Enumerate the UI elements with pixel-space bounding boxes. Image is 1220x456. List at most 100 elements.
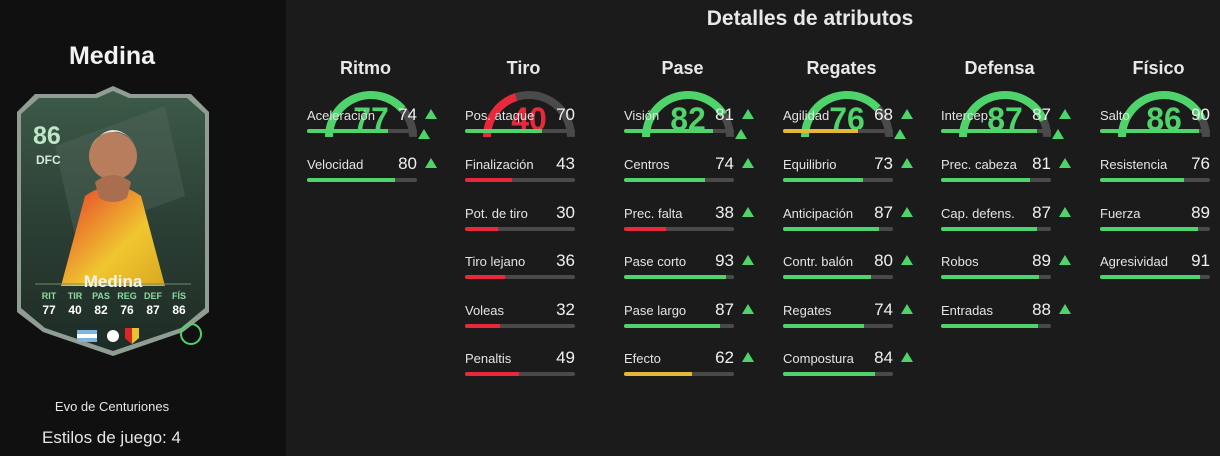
- stat-row: Agresividad 91: [1100, 251, 1220, 284]
- stat-value: 87: [715, 300, 734, 319]
- stat-bar-fill: [783, 178, 864, 182]
- stat-row: Efecto 62: [624, 348, 754, 381]
- stat-bar-fill: [783, 372, 876, 376]
- upgrade-arrow-icon: [901, 352, 913, 362]
- stat-row: Contr. balón 80: [783, 251, 913, 284]
- stat-row: Tiro lejano 36: [465, 251, 595, 284]
- stat-value: 84: [874, 348, 893, 367]
- stat-value: 30: [556, 203, 575, 222]
- stat-label: Cap. defens.: [941, 206, 1015, 221]
- stat-label: Salto: [1100, 108, 1130, 123]
- upgrade-arrow-icon: [1052, 129, 1064, 139]
- category-name: Ritmo: [340, 58, 391, 78]
- stat-bar-fill: [941, 178, 1031, 182]
- card-stat-pas: PAS 82: [92, 291, 110, 317]
- stat-value: 87: [1032, 203, 1051, 222]
- stat-value: 62: [715, 348, 734, 367]
- upgrade-arrow-icon: [901, 255, 913, 265]
- card-frame: [17, 86, 209, 356]
- category-name: Defensa: [964, 58, 1035, 78]
- stat-row: Velocidad 80: [307, 154, 437, 187]
- stat-bar: [1100, 227, 1210, 231]
- stat-row: Anticipación 87: [783, 203, 913, 236]
- card-position: DFC: [36, 153, 61, 167]
- stat-label: Agilidad: [783, 108, 830, 123]
- stat-bar-fill: [465, 129, 542, 133]
- category-column-ritmo: Ritmo 77 Aceleración 74 Velocidad 80: [293, 55, 438, 455]
- playstyles-count[interactable]: Estilos de juego: 4: [42, 428, 181, 447]
- stat-bar: [624, 227, 734, 231]
- gauge-fill: [325, 91, 406, 138]
- stat-bar-fill: [465, 227, 498, 231]
- upgrade-arrow-icon: [901, 109, 913, 119]
- stat-bar-fill: [1100, 178, 1184, 182]
- stat-bar: [783, 129, 893, 133]
- category-name: Tiro: [506, 58, 541, 78]
- stat-bar: [1100, 129, 1210, 133]
- stat-value: 80: [874, 251, 893, 270]
- stat-label: Prec. cabeza: [941, 157, 1017, 172]
- stat-label: Anticipación: [783, 206, 854, 221]
- stat-bar-fill: [1100, 275, 1201, 279]
- upgrade-arrow-icon: [418, 129, 430, 139]
- stat-row: Prec. falta 38: [624, 203, 754, 236]
- stat-value: 90: [1191, 105, 1210, 124]
- stat-bar-fill: [783, 227, 879, 231]
- upgrade-arrow-icon: [735, 129, 747, 139]
- evolution-name: Evo de Centuriones: [54, 399, 170, 414]
- category-column-defensa: Defensa 87 Intercep. 87 Prec. cabeza 81 Cap. d…: [927, 55, 1072, 455]
- stat-value: 89: [1032, 251, 1051, 270]
- stat-value: 36: [556, 251, 575, 270]
- gauge-fill: [801, 91, 881, 138]
- stat-row: Pos. ataque 70: [465, 105, 595, 138]
- category-column-pase: Pase 82 Visión 81 Centros 74 Prec. falta 38 Pase…: [610, 55, 755, 455]
- stat-bar: [624, 324, 734, 328]
- stat-bar-fill: [624, 129, 714, 133]
- stat-bar-fill: [465, 372, 519, 376]
- stat-row: Regates 74: [783, 300, 913, 333]
- stat-bar: [465, 275, 575, 279]
- stat-bar-fill: [465, 324, 501, 328]
- stat-bar-fill: [1100, 227, 1198, 231]
- stat-bar-fill: [783, 324, 865, 328]
- upgrade-arrow-icon: [1059, 109, 1071, 119]
- stat-bar: [465, 372, 575, 376]
- upgrade-arrow-icon: [742, 304, 754, 314]
- stat-bar-fill: [307, 129, 389, 133]
- stat-label: Pase largo: [624, 303, 687, 318]
- stat-bar-fill: [783, 275, 871, 279]
- stat-value: 76: [1191, 154, 1210, 173]
- category-name: Regates: [806, 58, 877, 78]
- stat-value: 91: [1191, 251, 1210, 270]
- stat-value: 68: [874, 105, 893, 124]
- stat-bar: [941, 227, 1051, 231]
- stat-row: Aceleración 74: [307, 105, 437, 138]
- stat-bar-fill: [783, 129, 858, 133]
- stat-label: Penaltis: [465, 351, 512, 366]
- stat-value: 38: [715, 203, 734, 222]
- category-name: Pase: [661, 58, 704, 78]
- stat-value: 80: [398, 154, 417, 173]
- upgrade-arrow-icon: [425, 109, 437, 119]
- stat-label: Regates: [783, 303, 832, 318]
- card-stat-def: DEF 87: [144, 291, 162, 317]
- page-title: Detalles de atributos: [706, 7, 914, 30]
- stat-value: 74: [715, 154, 734, 173]
- stat-label: Tiro lejano: [465, 254, 526, 269]
- stat-bar: [783, 372, 893, 376]
- stat-label: Voleas: [465, 303, 505, 318]
- gauge-fill: [1118, 91, 1206, 138]
- card-stat-rit: RIT 77: [41, 291, 57, 317]
- category-column-regates: Regates 76 Agilidad 68 Equilibrio 73 Anticipac…: [769, 55, 914, 455]
- stat-value: 93: [715, 251, 734, 270]
- card-rating: 86: [33, 122, 61, 150]
- stat-bar-fill: [624, 275, 727, 279]
- stat-row: Pase corto 93: [624, 251, 754, 284]
- stat-value: 81: [1032, 154, 1051, 173]
- stat-label: Prec. falta: [624, 206, 683, 221]
- stat-value: 88: [1032, 300, 1051, 319]
- upgrade-arrow-icon: [894, 129, 906, 139]
- stat-label: Pase corto: [624, 254, 687, 269]
- stat-bar-fill: [941, 129, 1037, 133]
- player-card[interactable]: 86 DFC Medina RIT 77 TIR 40 PAS 82 REG 76 DE…: [15, 86, 211, 356]
